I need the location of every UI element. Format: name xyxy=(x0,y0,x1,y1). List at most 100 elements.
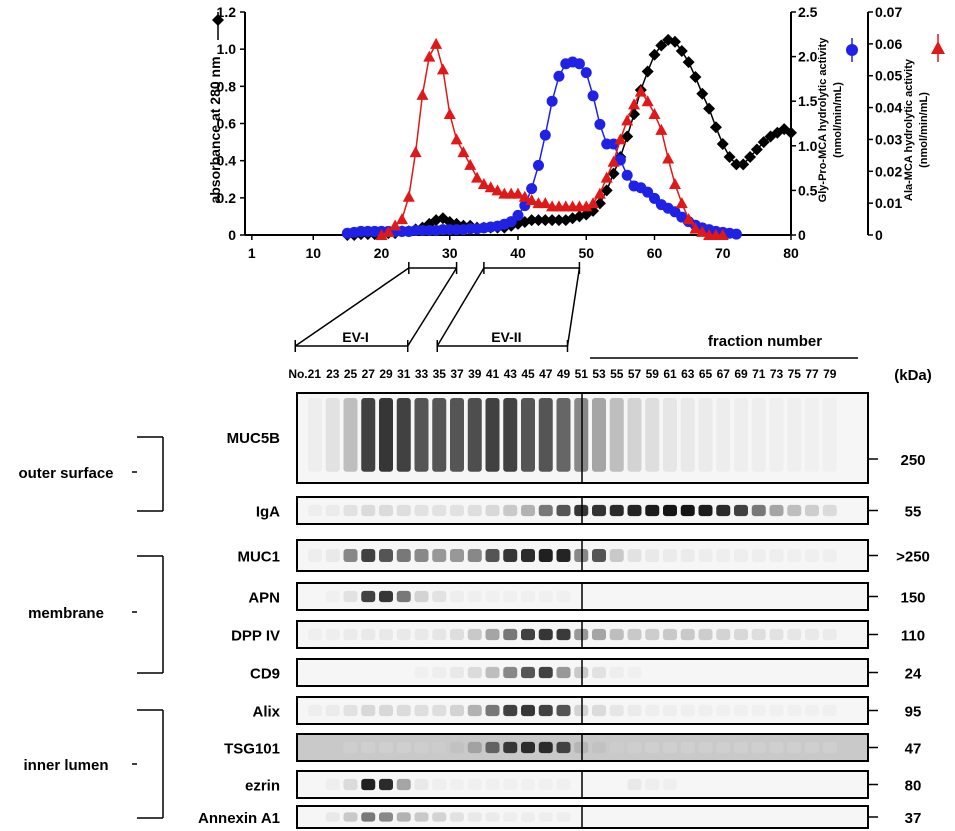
blot-band xyxy=(325,778,340,791)
blot-band xyxy=(343,778,358,791)
blot-band xyxy=(308,548,322,563)
y-right1-tick-label: 2.0 xyxy=(798,49,818,65)
blot-band xyxy=(538,590,553,603)
blot-band xyxy=(716,628,731,641)
lane-label: 33 xyxy=(415,367,429,381)
lane-label: 75 xyxy=(788,367,802,381)
y-right1-label-group: Gly-Pro-MCA hydrolytic activity (nmol/min… xyxy=(817,37,844,203)
blot-band xyxy=(467,628,482,641)
data-point-diamond xyxy=(709,121,722,134)
blot-band xyxy=(467,504,482,517)
data-point-triangle xyxy=(607,155,620,167)
x-tick-label: 50 xyxy=(578,245,594,261)
blot-band xyxy=(432,812,447,822)
blot-band xyxy=(716,741,731,754)
data-point-diamond xyxy=(696,87,709,100)
data-point-diamond xyxy=(675,45,688,58)
x-tick-label: 80 xyxy=(783,245,799,261)
blot-band xyxy=(556,548,571,563)
lane-label: 47 xyxy=(539,367,553,381)
blot-band xyxy=(414,812,429,822)
blot-band xyxy=(503,398,518,472)
blot-band xyxy=(787,548,802,563)
blot-band xyxy=(716,704,731,717)
y-right1-tick-label: 1.0 xyxy=(798,138,818,154)
group-inner-lumen-label: inner lumen xyxy=(23,757,108,774)
blot-band xyxy=(414,590,429,603)
blot-band xyxy=(698,548,713,563)
blot-band xyxy=(414,704,429,717)
blot-band xyxy=(627,741,642,754)
blot-band xyxy=(325,548,340,563)
lane-label: 41 xyxy=(486,367,500,381)
ev-ii-bracket-label: EV-II xyxy=(491,329,521,345)
blot-band xyxy=(627,398,642,472)
data-point-diamond xyxy=(723,150,736,163)
blot-band xyxy=(361,548,376,563)
blot-band xyxy=(361,628,376,641)
blot-band xyxy=(680,704,695,717)
blot-ezrin: ezrin 80 xyxy=(245,770,921,799)
blot-band xyxy=(556,504,571,517)
blot-band xyxy=(734,504,748,517)
lane-label: 31 xyxy=(397,367,411,381)
blot-band xyxy=(538,504,553,517)
data-point-circle xyxy=(587,90,599,102)
legend-diamond-icon xyxy=(212,14,224,26)
blot-band xyxy=(361,812,376,822)
blot-band xyxy=(361,504,376,517)
data-point-diamond xyxy=(641,65,654,78)
blot-band xyxy=(787,504,802,517)
data-point-circle xyxy=(580,67,592,79)
lane-label: 79 xyxy=(823,367,837,381)
y-left-tick-label: 0.6 xyxy=(217,116,237,132)
legend-circle-icon xyxy=(846,44,858,56)
blot-band xyxy=(769,548,784,563)
data-point-triangle xyxy=(471,171,484,183)
blot-band xyxy=(450,666,464,679)
data-point-circle xyxy=(730,228,742,240)
x-tick-label: 60 xyxy=(647,245,663,261)
blot-band xyxy=(343,590,358,603)
kda-value: >250 xyxy=(896,549,930,566)
blot-band xyxy=(680,741,695,754)
blot-band xyxy=(609,504,624,517)
data-point-diamond xyxy=(546,214,559,227)
blot-band xyxy=(467,398,482,472)
blot-alix: Alix 95 xyxy=(252,696,921,725)
data-point-triangle xyxy=(457,146,470,158)
blot-band xyxy=(609,548,624,563)
blot-iga: IgA 55 xyxy=(256,496,921,525)
lane-label: 53 xyxy=(592,367,606,381)
data-point-circle xyxy=(532,159,544,171)
blot-band xyxy=(627,548,642,563)
blot-band xyxy=(805,704,819,717)
blot-band xyxy=(822,628,837,641)
kda-value: 110 xyxy=(901,628,925,645)
lane-label: 45 xyxy=(521,367,535,381)
lane-label: 29 xyxy=(379,367,393,381)
data-point-triangle xyxy=(614,133,627,145)
blot-band xyxy=(609,398,624,472)
data-point-triangle xyxy=(402,190,415,202)
data-point-diamond xyxy=(621,130,634,143)
blot-band xyxy=(805,548,819,563)
blot-band xyxy=(627,666,642,679)
blot-band xyxy=(627,504,642,517)
blot-band xyxy=(805,504,819,517)
blot-band xyxy=(592,398,606,472)
blot-band xyxy=(787,398,802,472)
y-right1-label-line2: (nmol/min/mL) xyxy=(832,82,844,158)
blot-band xyxy=(645,741,660,754)
blot-band xyxy=(450,704,464,717)
y-right2-tick-label: 0.04 xyxy=(875,100,902,116)
y-right2-label-line2: (nmol/min/mL) xyxy=(918,92,930,168)
blot-band xyxy=(538,812,553,822)
blot-band xyxy=(734,741,748,754)
blot-band xyxy=(503,590,518,603)
lane-label: No.21 xyxy=(288,367,321,381)
kda-header: (kDa) xyxy=(894,367,932,384)
lane-label: 71 xyxy=(752,367,766,381)
blot-band xyxy=(503,504,518,517)
blot-band xyxy=(716,548,731,563)
